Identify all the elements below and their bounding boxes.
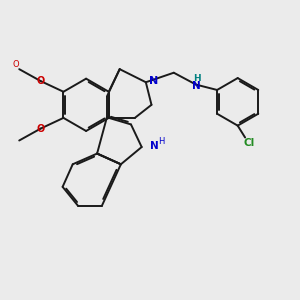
Text: N: N (192, 81, 201, 91)
Text: N: N (149, 76, 159, 86)
Text: H: H (158, 137, 164, 146)
Text: N: N (150, 140, 159, 151)
Text: O: O (13, 60, 20, 69)
Text: O: O (37, 76, 45, 86)
Text: O: O (37, 124, 45, 134)
Text: Cl: Cl (243, 138, 255, 148)
Text: H: H (193, 74, 200, 82)
